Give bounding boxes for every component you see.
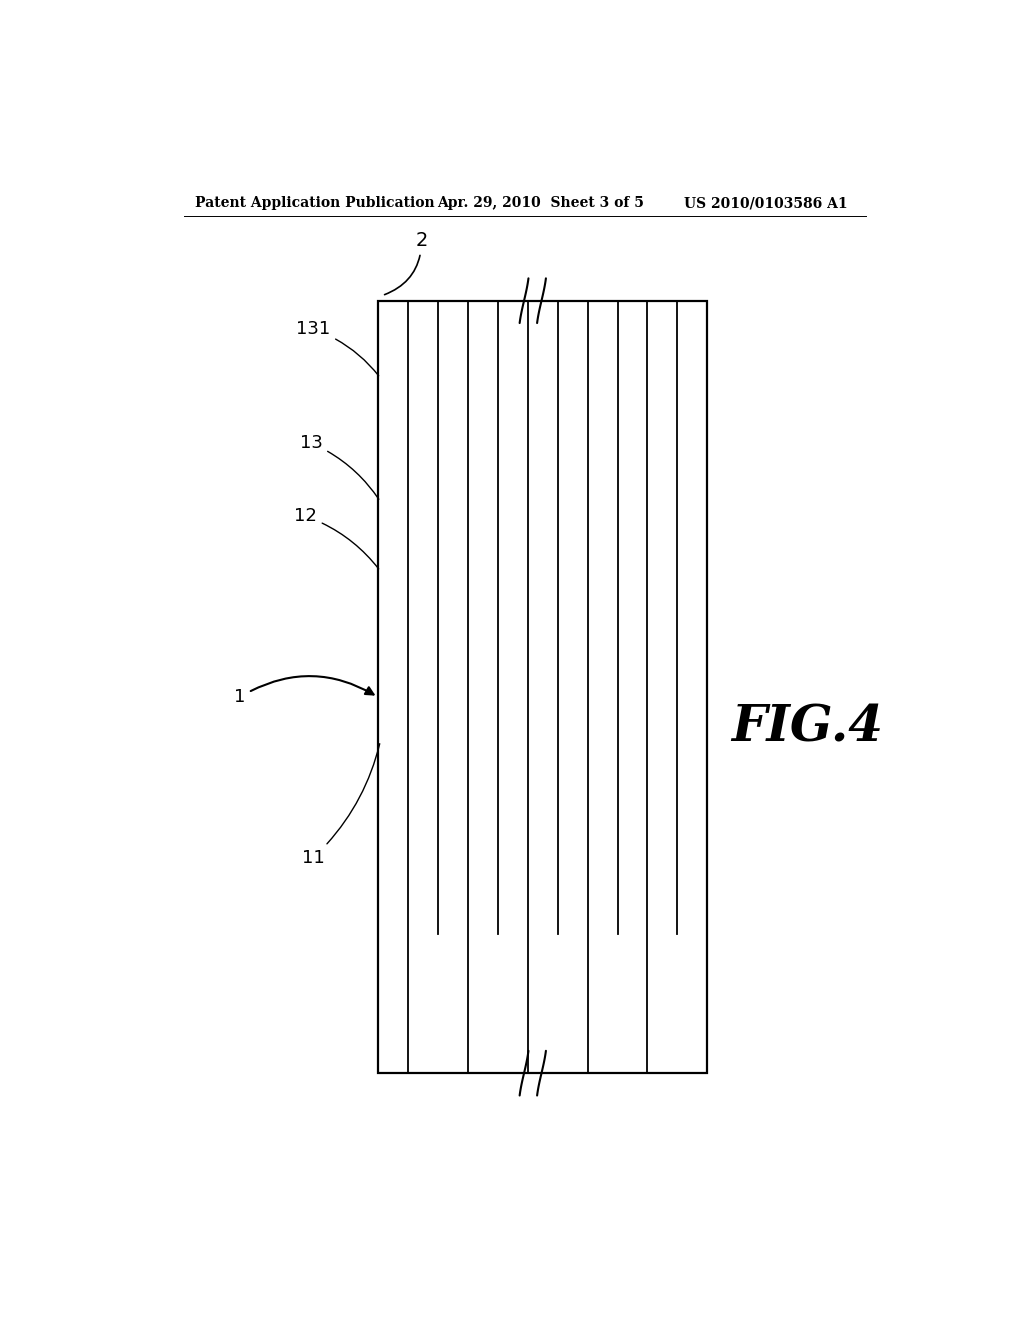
Text: 12: 12 [294,507,379,569]
Bar [378,301,708,1073]
Text: FIG.4: FIG.4 [731,704,883,752]
Text: 13: 13 [300,434,379,499]
Text: 131: 131 [296,321,379,376]
Text: 1: 1 [234,676,374,706]
Text: 2: 2 [385,231,428,294]
Text: Apr. 29, 2010  Sheet 3 of 5: Apr. 29, 2010 Sheet 3 of 5 [437,195,644,210]
Text: Patent Application Publication: Patent Application Publication [196,195,435,210]
Text: US 2010/0103586 A1: US 2010/0103586 A1 [684,195,847,210]
Text: 11: 11 [302,743,380,867]
